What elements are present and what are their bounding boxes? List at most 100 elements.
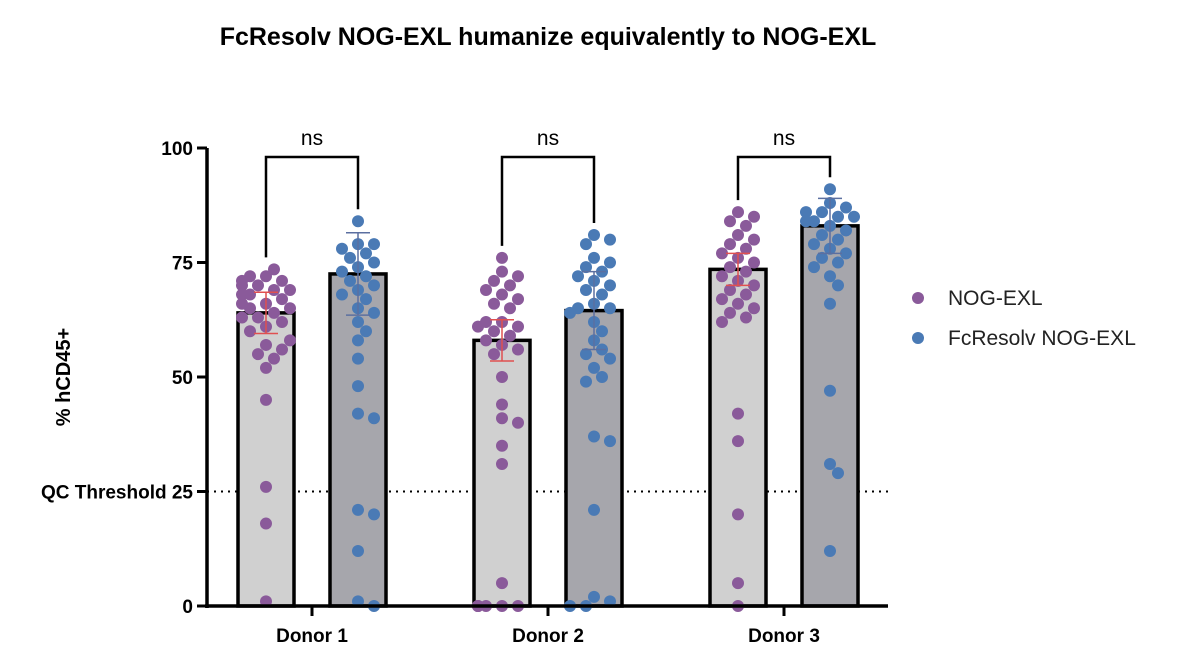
significance-label-donor-3: ns bbox=[773, 127, 795, 150]
data-point-nog-exl-donor-1 bbox=[252, 279, 264, 292]
data-point-nog-exl-donor-1 bbox=[268, 352, 280, 365]
x-tick-label-donor-3: Donor 3 bbox=[748, 626, 820, 647]
data-point-fcresolv-nog-exl-donor-1 bbox=[352, 407, 364, 420]
data-point-nog-exl-donor-3 bbox=[732, 297, 744, 310]
data-point-nog-exl-donor-1 bbox=[252, 348, 264, 361]
data-point-fcresolv-nog-exl-donor-2 bbox=[580, 375, 592, 388]
data-point-nog-exl-donor-1 bbox=[260, 480, 272, 493]
data-point-nog-exl-donor-3 bbox=[740, 219, 752, 232]
y-axis-label: % hCD45+ bbox=[53, 328, 75, 426]
data-point-fcresolv-nog-exl-donor-2 bbox=[604, 352, 616, 365]
data-point-nog-exl-donor-1 bbox=[236, 297, 248, 310]
data-point-nog-exl-donor-2 bbox=[496, 398, 508, 411]
data-point-nog-exl-donor-2 bbox=[496, 439, 508, 452]
data-point-nog-exl-donor-2 bbox=[488, 274, 500, 287]
data-point-fcresolv-nog-exl-donor-1 bbox=[368, 306, 380, 319]
data-point-nog-exl-donor-3 bbox=[732, 508, 744, 521]
data-point-nog-exl-donor-1 bbox=[236, 274, 248, 287]
y-tick-label: 0 bbox=[182, 597, 193, 618]
data-point-nog-exl-donor-1 bbox=[276, 293, 288, 306]
data-point-nog-exl-donor-1 bbox=[260, 270, 272, 283]
bar-fcresolv-nog-exl-donor-3 bbox=[800, 224, 860, 608]
data-point-fcresolv-nog-exl-donor-3 bbox=[808, 238, 820, 251]
significance-label-donor-2: ns bbox=[537, 127, 559, 150]
data-point-fcresolv-nog-exl-donor-2 bbox=[564, 306, 576, 319]
data-point-nog-exl-donor-1 bbox=[244, 325, 256, 338]
data-point-nog-exl-donor-2 bbox=[512, 343, 524, 356]
data-point-nog-exl-donor-2 bbox=[488, 348, 500, 361]
data-point-fcresolv-nog-exl-donor-3 bbox=[832, 256, 844, 269]
data-point-fcresolv-nog-exl-donor-1 bbox=[360, 247, 372, 260]
data-point-fcresolv-nog-exl-donor-2 bbox=[596, 288, 608, 301]
data-point-fcresolv-nog-exl-donor-3 bbox=[824, 458, 836, 471]
y-tick-label: 75 bbox=[172, 254, 194, 275]
data-point-fcresolv-nog-exl-donor-1 bbox=[336, 265, 348, 278]
data-point-nog-exl-donor-3 bbox=[748, 210, 760, 223]
data-point-fcresolv-nog-exl-donor-3 bbox=[816, 206, 828, 219]
data-point-fcresolv-nog-exl-donor-3 bbox=[832, 467, 844, 480]
data-point-fcresolv-nog-exl-donor-1 bbox=[344, 274, 356, 287]
data-point-fcresolv-nog-exl-donor-1 bbox=[368, 256, 380, 269]
data-point-fcresolv-nog-exl-donor-3 bbox=[824, 384, 836, 397]
significance-bracket-donor-3 bbox=[736, 155, 832, 201]
data-point-fcresolv-nog-exl-donor-1 bbox=[368, 238, 380, 251]
data-point-nog-exl-donor-1 bbox=[284, 334, 296, 347]
data-point-fcresolv-nog-exl-donor-1 bbox=[352, 352, 364, 365]
data-point-nog-exl-donor-3 bbox=[724, 283, 736, 296]
data-point-nog-exl-donor-1 bbox=[268, 283, 280, 296]
data-point-nog-exl-donor-3 bbox=[732, 206, 744, 219]
data-point-fcresolv-nog-exl-donor-2 bbox=[588, 361, 600, 374]
y-tick-label: QC Threshold 25 bbox=[41, 483, 193, 504]
significance-label-donor-1: ns bbox=[301, 127, 323, 150]
plot-area: 0 QC Threshold 25 50 75 100 Donor 1 Donor 2 Don… bbox=[41, 127, 888, 647]
data-point-nog-exl-donor-1 bbox=[284, 283, 296, 296]
data-point-nog-exl-donor-2 bbox=[496, 412, 508, 425]
data-point-nog-exl-donor-2 bbox=[496, 251, 508, 264]
legend-marker-nog-exl bbox=[912, 292, 924, 304]
data-point-fcresolv-nog-exl-donor-1 bbox=[368, 279, 380, 292]
data-point-nog-exl-donor-2 bbox=[472, 320, 484, 333]
data-point-fcresolv-nog-exl-donor-1 bbox=[368, 508, 380, 521]
data-point-nog-exl-donor-2 bbox=[512, 416, 524, 429]
data-point-nog-exl-donor-2 bbox=[512, 320, 524, 333]
data-point-nog-exl-donor-2 bbox=[496, 265, 508, 278]
data-point-fcresolv-nog-exl-donor-1 bbox=[352, 545, 364, 558]
data-point-fcresolv-nog-exl-donor-1 bbox=[360, 325, 372, 338]
data-point-nog-exl-donor-2 bbox=[512, 270, 524, 283]
data-point-nog-exl-donor-1 bbox=[276, 343, 288, 356]
data-point-fcresolv-nog-exl-donor-2 bbox=[580, 283, 592, 296]
data-point-nog-exl-donor-3 bbox=[716, 270, 728, 283]
data-point-nog-exl-donor-2 bbox=[480, 283, 492, 296]
significance-bracket-donor-2 bbox=[500, 155, 596, 246]
data-point-fcresolv-nog-exl-donor-3 bbox=[840, 201, 852, 214]
data-point-fcresolv-nog-exl-donor-3 bbox=[808, 261, 820, 274]
data-point-fcresolv-nog-exl-donor-2 bbox=[604, 256, 616, 269]
data-point-nog-exl-donor-1 bbox=[252, 311, 264, 324]
data-point-nog-exl-donor-2 bbox=[496, 458, 508, 471]
data-point-nog-exl-donor-2 bbox=[504, 329, 516, 342]
data-point-fcresolv-nog-exl-donor-2 bbox=[572, 270, 584, 283]
data-point-nog-exl-donor-3 bbox=[732, 577, 744, 590]
data-point-fcresolv-nog-exl-donor-2 bbox=[604, 233, 616, 246]
data-point-nog-exl-donor-3 bbox=[748, 302, 760, 315]
data-point-fcresolv-nog-exl-donor-2 bbox=[588, 251, 600, 264]
data-point-nog-exl-donor-2 bbox=[488, 297, 500, 310]
legend-label-fcresolv-nog-exl: FcResolv NOG-EXL bbox=[948, 327, 1136, 350]
data-point-fcresolv-nog-exl-donor-2 bbox=[596, 325, 608, 338]
data-point-nog-exl-donor-3 bbox=[716, 247, 728, 260]
y-tick-label: 50 bbox=[172, 368, 193, 389]
data-point-fcresolv-nog-exl-donor-1 bbox=[368, 412, 380, 425]
data-point-nog-exl-donor-2 bbox=[480, 334, 492, 347]
data-point-nog-exl-donor-1 bbox=[268, 306, 280, 319]
data-point-nog-exl-donor-3 bbox=[740, 242, 752, 255]
data-point-fcresolv-nog-exl-donor-2 bbox=[604, 435, 616, 448]
data-point-nog-exl-donor-3 bbox=[740, 265, 752, 278]
legend-marker-fcresolv-nog-exl bbox=[912, 332, 924, 344]
data-point-nog-exl-donor-1 bbox=[260, 517, 272, 530]
data-point-fcresolv-nog-exl-donor-1 bbox=[352, 334, 364, 347]
data-point-fcresolv-nog-exl-donor-2 bbox=[604, 279, 616, 292]
data-point-nog-exl-donor-1 bbox=[236, 311, 248, 324]
x-tick-label-donor-1: Donor 1 bbox=[276, 626, 348, 647]
data-point-fcresolv-nog-exl-donor-2 bbox=[588, 430, 600, 443]
